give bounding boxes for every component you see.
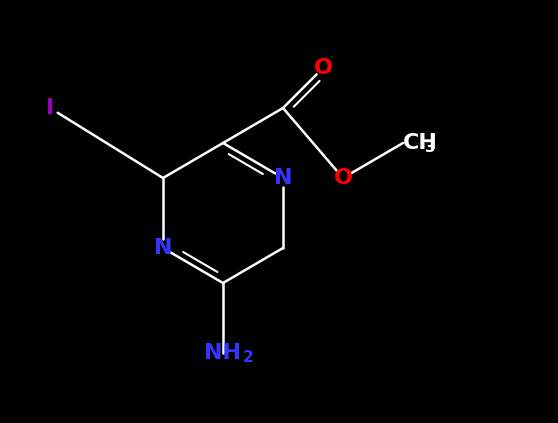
Text: CH: CH — [403, 133, 438, 153]
Text: I: I — [46, 98, 54, 118]
Text: NH: NH — [204, 343, 242, 363]
Text: N: N — [274, 168, 292, 188]
Text: N: N — [154, 238, 172, 258]
Text: O: O — [334, 168, 353, 188]
Text: 3: 3 — [425, 140, 436, 156]
Text: 2: 2 — [243, 351, 254, 365]
Text: O: O — [314, 58, 333, 78]
